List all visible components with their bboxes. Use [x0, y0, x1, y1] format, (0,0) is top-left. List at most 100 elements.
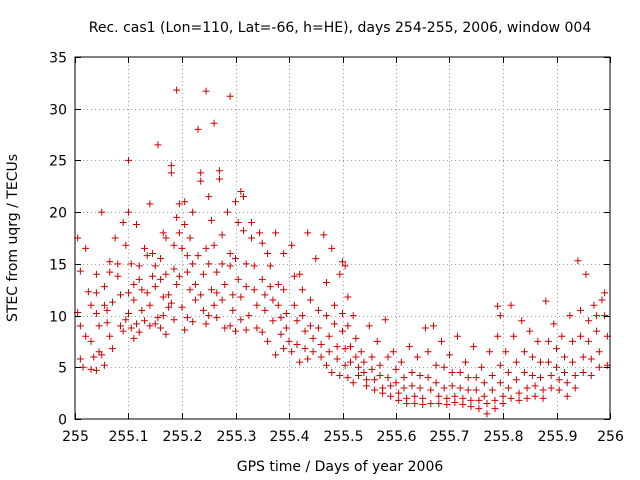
data-point: [191, 281, 199, 289]
data-point: [531, 382, 539, 390]
data-point: [207, 216, 215, 224]
data-point: [451, 398, 459, 406]
data-point: [154, 314, 162, 322]
data-point: [167, 299, 175, 307]
data-point: [333, 355, 341, 363]
data-point: [472, 374, 480, 382]
data-point: [427, 399, 435, 407]
data-point: [202, 320, 210, 328]
data-point: [569, 358, 577, 366]
data-point: [312, 255, 320, 263]
data-point: [528, 372, 536, 380]
data-point: [523, 384, 531, 392]
data-point: [454, 332, 462, 340]
data-point: [76, 322, 84, 330]
data-point: [475, 405, 483, 413]
data-point: [183, 252, 191, 260]
data-point: [173, 213, 181, 221]
data-point: [462, 358, 470, 366]
data-point: [408, 368, 416, 376]
data-point: [240, 193, 248, 201]
data-point: [421, 324, 429, 332]
data-point: [550, 320, 558, 328]
data-point: [210, 301, 218, 309]
data-point: [98, 208, 106, 216]
data-point: [304, 355, 312, 363]
data-point: [427, 386, 435, 394]
data-point: [210, 241, 218, 249]
data-point: [558, 332, 566, 340]
data-point: [218, 260, 226, 268]
data-point: [456, 384, 464, 392]
data-point: [98, 351, 106, 359]
data-point: [178, 244, 186, 252]
data-point: [280, 250, 288, 258]
data-point: [207, 286, 215, 294]
data-point: [478, 363, 486, 371]
data-point: [293, 341, 301, 349]
data-point: [141, 317, 149, 325]
data-point: [202, 87, 210, 95]
data-point: [151, 262, 159, 270]
data-point: [435, 392, 443, 400]
data-point: [440, 363, 448, 371]
data-point: [133, 221, 141, 229]
data-point: [494, 332, 502, 340]
data-point: [226, 250, 234, 258]
data-point: [229, 291, 237, 299]
data-point: [197, 177, 205, 185]
data-point: [170, 316, 178, 324]
data-point: [138, 286, 146, 294]
data-point: [502, 348, 510, 356]
data-point: [389, 348, 397, 356]
data-point: [593, 327, 601, 335]
data-point: [264, 337, 272, 345]
data-point: [92, 366, 100, 374]
data-point: [352, 334, 360, 342]
data-point: [448, 368, 456, 376]
data-point: [106, 258, 114, 266]
data-point: [416, 372, 424, 380]
x-axis-label: GPS time / Days of year 2006: [237, 459, 444, 475]
data-point: [432, 379, 440, 387]
data-point: [87, 365, 95, 373]
data-point: [341, 345, 349, 353]
data-point: [419, 401, 427, 409]
data-point: [213, 289, 221, 297]
data-point: [282, 310, 290, 318]
data-point: [133, 320, 141, 328]
data-point: [536, 374, 544, 382]
data-point: [531, 392, 539, 400]
data-point: [336, 270, 344, 278]
data-point: [213, 314, 221, 322]
data-point: [274, 301, 282, 309]
data-point: [189, 318, 197, 326]
data-point: [467, 396, 475, 404]
data-point: [376, 361, 384, 369]
data-point: [523, 394, 531, 402]
data-point: [151, 320, 159, 328]
data-point: [443, 401, 451, 409]
data-point: [159, 229, 167, 237]
data-point: [459, 401, 467, 409]
data-point: [194, 125, 202, 133]
data-point: [494, 302, 502, 310]
data-point: [237, 316, 245, 324]
data-point: [344, 293, 352, 301]
data-point: [282, 324, 290, 332]
data-point: [127, 260, 135, 268]
data-point: [582, 270, 590, 278]
data-point: [563, 379, 571, 387]
data-point: [405, 343, 413, 351]
data-point: [400, 374, 408, 382]
data-point: [165, 303, 173, 311]
data-point: [210, 119, 218, 127]
data-point: [87, 301, 95, 309]
data-point: [114, 272, 122, 280]
data-point: [309, 348, 317, 356]
data-point: [135, 328, 143, 336]
data-point: [593, 312, 601, 320]
axis-ticks: 255 255.1 255.2 255.3 255.4 255.5 255.6 255.7 25…: [49, 51, 624, 446]
data-point: [598, 296, 606, 304]
